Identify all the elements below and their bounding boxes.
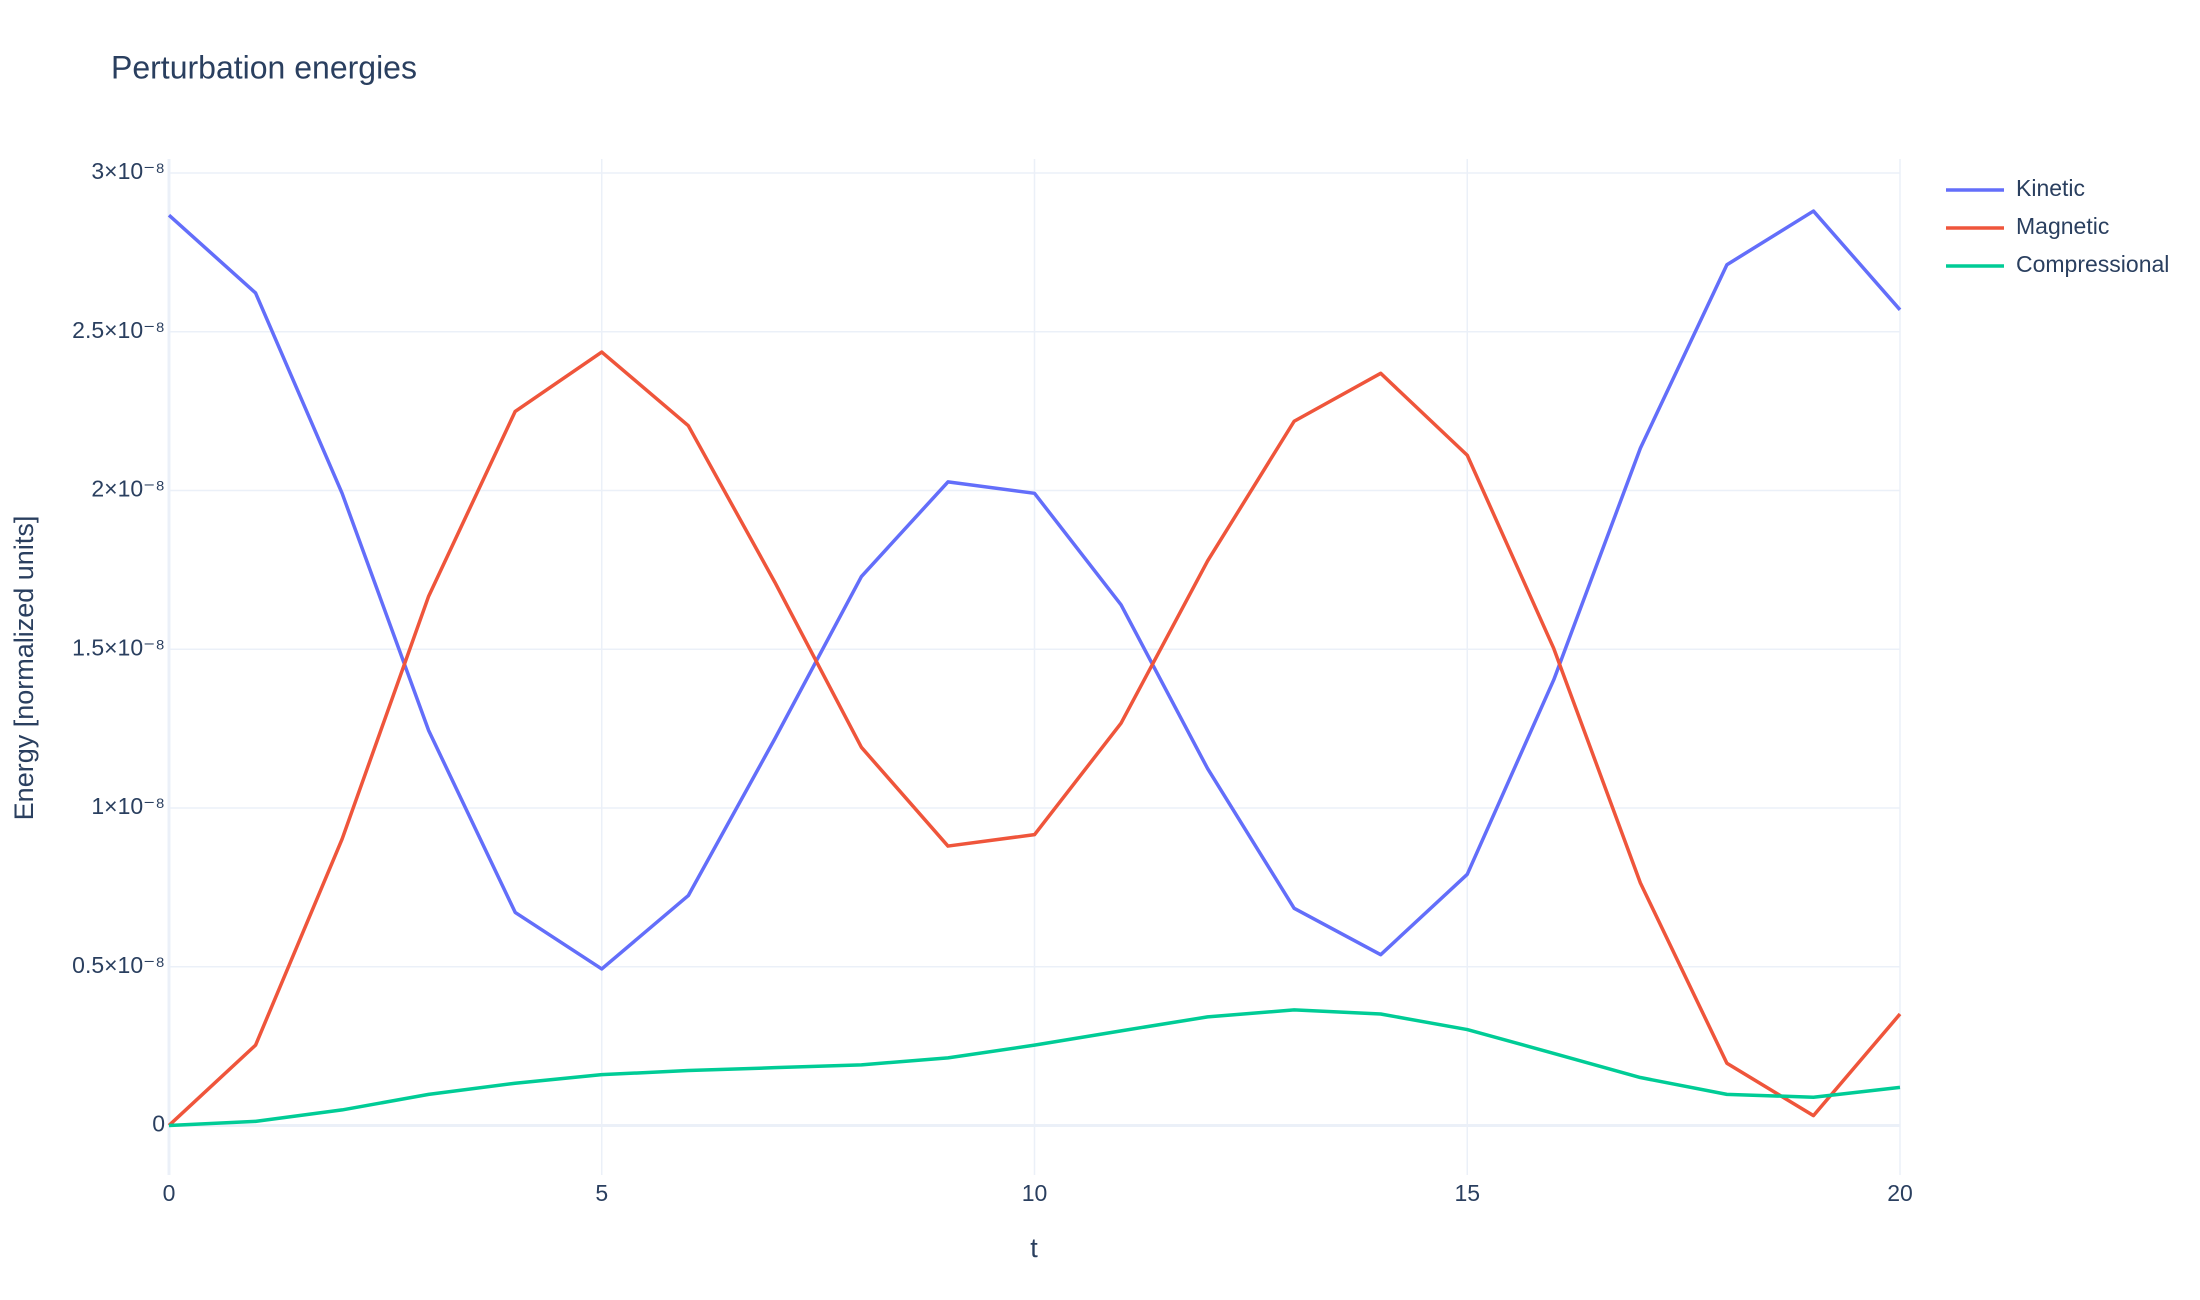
y-tick-label: 0.5×10⁻⁸ bbox=[72, 952, 165, 978]
line-series bbox=[167, 209, 1902, 971]
x-tick-label: 0 bbox=[163, 1180, 176, 1206]
legend-label: Kinetic bbox=[2016, 175, 2085, 201]
y-tick-label: 1.5×10⁻⁸ bbox=[72, 634, 165, 660]
x-tick-label: 10 bbox=[1022, 1180, 1048, 1206]
y-tick-label: 1×10⁻⁸ bbox=[91, 793, 165, 819]
x-tick-label: 5 bbox=[595, 1180, 608, 1206]
x-axis-title: t bbox=[1030, 1233, 1038, 1263]
y-tick-label: 2×10⁻⁸ bbox=[91, 476, 165, 502]
legend-label: Magnetic bbox=[2016, 213, 2109, 239]
y-tick-label: 3×10⁻⁸ bbox=[91, 158, 165, 184]
chart-title: Perturbation energies bbox=[111, 49, 417, 85]
legend-label: Compressional bbox=[2016, 251, 2169, 277]
y-tick-label: 0 bbox=[152, 1111, 165, 1137]
y-axis-title: Energy [normalized units] bbox=[9, 516, 39, 821]
line-series bbox=[168, 1008, 1901, 1128]
x-tick-label: 20 bbox=[1887, 1180, 1913, 1206]
y-tick-label: 2.5×10⁻⁸ bbox=[72, 317, 165, 343]
x-tick-label: 15 bbox=[1454, 1180, 1480, 1206]
line-series bbox=[167, 350, 1902, 1127]
